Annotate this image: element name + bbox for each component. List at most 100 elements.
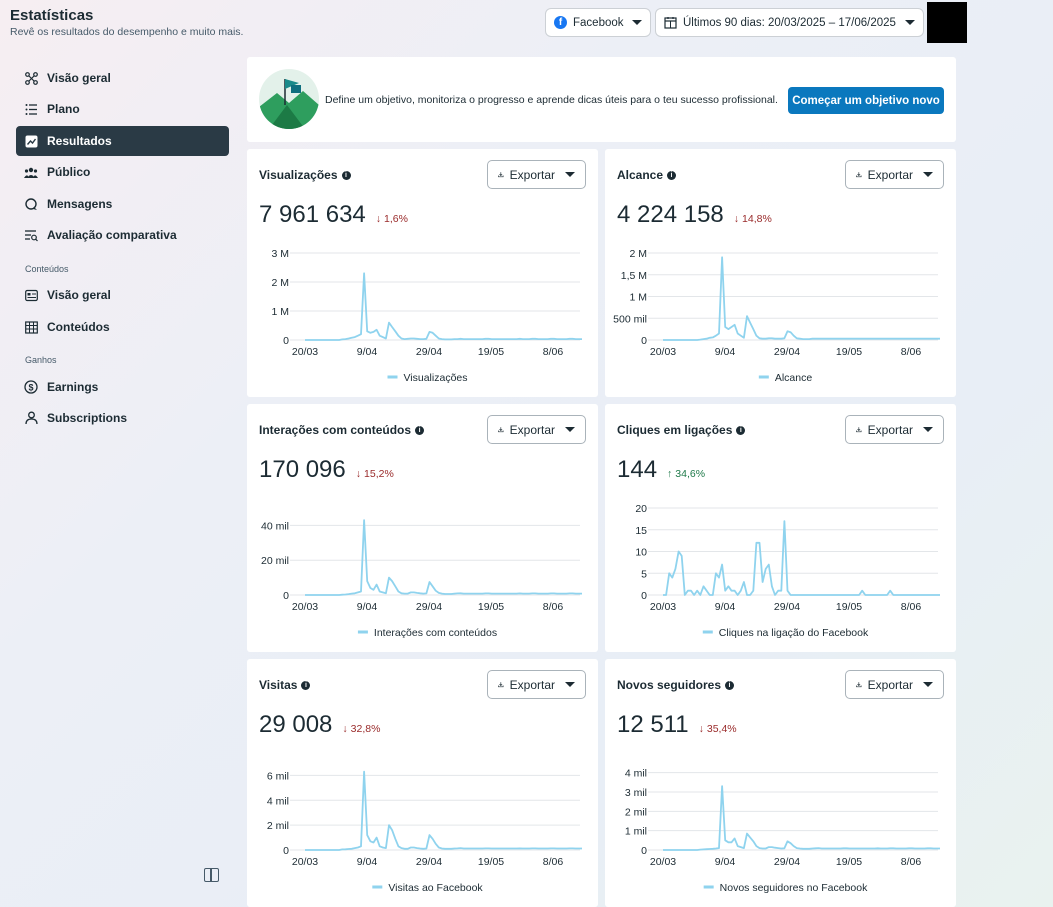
x-tick-label: 8/06 (901, 856, 922, 868)
info-icon[interactable]: i (736, 425, 746, 435)
date-range-select[interactable]: Últimos 90 dias: 20/03/2025 – 17/06/2025 (655, 8, 924, 37)
date-range-label: Últimos 90 dias: 20/03/2025 – 17/06/2025 (683, 16, 896, 29)
y-tick-label: 3 M (271, 248, 289, 260)
sidebar-item-label: Earnings (47, 380, 99, 394)
goal-banner: Define um objetivo, monitoriza o progres… (247, 57, 956, 142)
metric-change: ↓ 1,6% (376, 213, 408, 225)
x-tick-label: 20/03 (650, 601, 676, 613)
nodes-icon (24, 71, 38, 85)
x-tick-label: 9/04 (357, 601, 378, 613)
x-tick-label: 19/05 (836, 346, 862, 358)
legend-label: Alcance (775, 372, 813, 384)
svg-text:$: $ (28, 382, 33, 392)
export-label: Exportar (509, 422, 555, 437)
card-title-text: Interações com conteúdos (259, 423, 412, 437)
metric-change: ↑ 34,6% (667, 468, 705, 480)
section-heading-content: Conteúdos (25, 264, 69, 274)
chevron-down-icon (923, 682, 933, 687)
metric-value: 4 224 158 (617, 201, 724, 228)
metric-change-value: 15,2% (364, 468, 394, 480)
compare-icon (24, 228, 38, 242)
sidebar-item-earnings[interactable]: $ Earnings (16, 372, 229, 402)
info-icon[interactable]: i (415, 425, 425, 435)
metric-value-row: 29 008 ↓ 32,8% (259, 711, 380, 739)
chevron-down-icon (905, 20, 915, 25)
chevron-down-icon (923, 427, 933, 432)
line-chart: 0 2 mil 4 mil 6 mil 20/03 9/04 29/04 19/05 8/06 V… (267, 770, 582, 894)
y-tick-label: 2 M (271, 277, 289, 289)
sidebar-item-resultados[interactable]: Resultados (16, 126, 229, 156)
grid-icon (24, 320, 38, 334)
series-line (663, 520, 940, 596)
sidebar-item-mensagens[interactable]: Mensagens (16, 189, 229, 219)
sidebar-item-label: Avaliação comparativa (47, 228, 177, 242)
metric-change: ↓ 14,8% (734, 213, 772, 225)
export-label: Exportar (509, 677, 555, 692)
y-tick-label: 2 mil (267, 820, 289, 832)
x-tick-label: 19/05 (478, 346, 504, 358)
list-icon (24, 102, 38, 116)
info-icon[interactable]: i (301, 680, 311, 690)
x-tick-label: 8/06 (543, 601, 564, 613)
card-title-text: Visualizações (259, 168, 338, 182)
sidebar-item-label: Visão geral (47, 71, 111, 85)
arrow-down-icon: ↓ (375, 213, 382, 225)
info-icon[interactable]: i (341, 170, 351, 180)
x-tick-label: 20/03 (292, 601, 318, 613)
sidebar-item-content-1[interactable]: Conteúdos (16, 312, 229, 342)
sidebar-item-content-0[interactable]: Visão geral (16, 280, 229, 310)
metric-value-row: 170 096 ↓ 15,2% (259, 456, 394, 484)
metric-value: 29 008 (259, 711, 333, 738)
export-button[interactable]: Exportar (487, 160, 586, 189)
sidebar-item-visao-geral[interactable]: Visão geral (16, 63, 229, 93)
metric-change-value: 1,6% (384, 213, 408, 225)
metric-value: 170 096 (259, 456, 346, 483)
card-title: Visitas i (259, 678, 311, 692)
series-line (663, 256, 940, 341)
chevron-down-icon (565, 172, 575, 177)
info-icon[interactable]: i (667, 170, 677, 180)
x-tick-label: 29/04 (416, 346, 442, 358)
arrow-down-icon: ↓ (698, 723, 704, 735)
x-tick-label: 20/03 (292, 346, 318, 358)
y-tick-label: 0 (283, 335, 289, 347)
chevron-down-icon (632, 20, 642, 25)
metric-card: Visitas i Exportar 29 008 ↓ 32,8% 0 2 mil 4 mil 6… (247, 659, 598, 907)
section-heading-earnings: Ganhos (25, 355, 57, 365)
y-tick-label: 20 (635, 503, 647, 515)
arrow-down-icon: ↓ (342, 723, 348, 735)
metric-value-row: 12 511 ↓ 35,4% (617, 711, 737, 739)
y-tick-label: 6 mil (267, 770, 289, 782)
info-icon[interactable]: i (725, 680, 735, 690)
x-tick-label: 8/06 (543, 346, 564, 358)
export-button[interactable]: Exportar (845, 160, 944, 189)
metric-change-value: 14,8% (742, 213, 772, 225)
export-button[interactable]: Exportar (487, 670, 586, 699)
export-button[interactable]: Exportar (845, 415, 944, 444)
sidebar-item-avaliacao[interactable]: Avaliação comparativa (16, 220, 229, 250)
chevron-down-icon (565, 427, 575, 432)
download-icon (856, 427, 862, 433)
chat-icon (24, 197, 38, 211)
sidebar-item-publico[interactable]: Público (16, 157, 229, 187)
x-tick-label: 19/05 (478, 601, 504, 613)
start-goal-button[interactable]: Começar um objetivo novo (788, 87, 944, 114)
y-tick-label: 3 mil (625, 787, 647, 799)
sidebar-item-subscriptions[interactable]: Subscriptions (16, 403, 229, 433)
x-tick-label: 9/04 (715, 601, 736, 613)
collapse-sidebar-icon[interactable] (204, 868, 219, 882)
export-button[interactable]: Exportar (845, 670, 944, 699)
export-label: Exportar (867, 422, 913, 437)
mountain-flag-illustration (259, 69, 319, 129)
x-tick-label: 19/05 (478, 856, 504, 868)
sidebar-item-plano[interactable]: Plano (16, 94, 229, 124)
platform-select-label: Facebook (573, 16, 624, 29)
metric-change: ↓ 35,4% (699, 723, 737, 735)
y-tick-label: 0 (283, 845, 289, 857)
platform-select[interactable]: f Facebook (545, 8, 651, 37)
card-title-text: Alcance (617, 168, 664, 182)
sidebar-item-label: Público (47, 165, 91, 179)
export-button[interactable]: Exportar (487, 415, 586, 444)
sidebar-item-label: Plano (47, 102, 80, 116)
page-title: Estatísticas (10, 7, 94, 24)
